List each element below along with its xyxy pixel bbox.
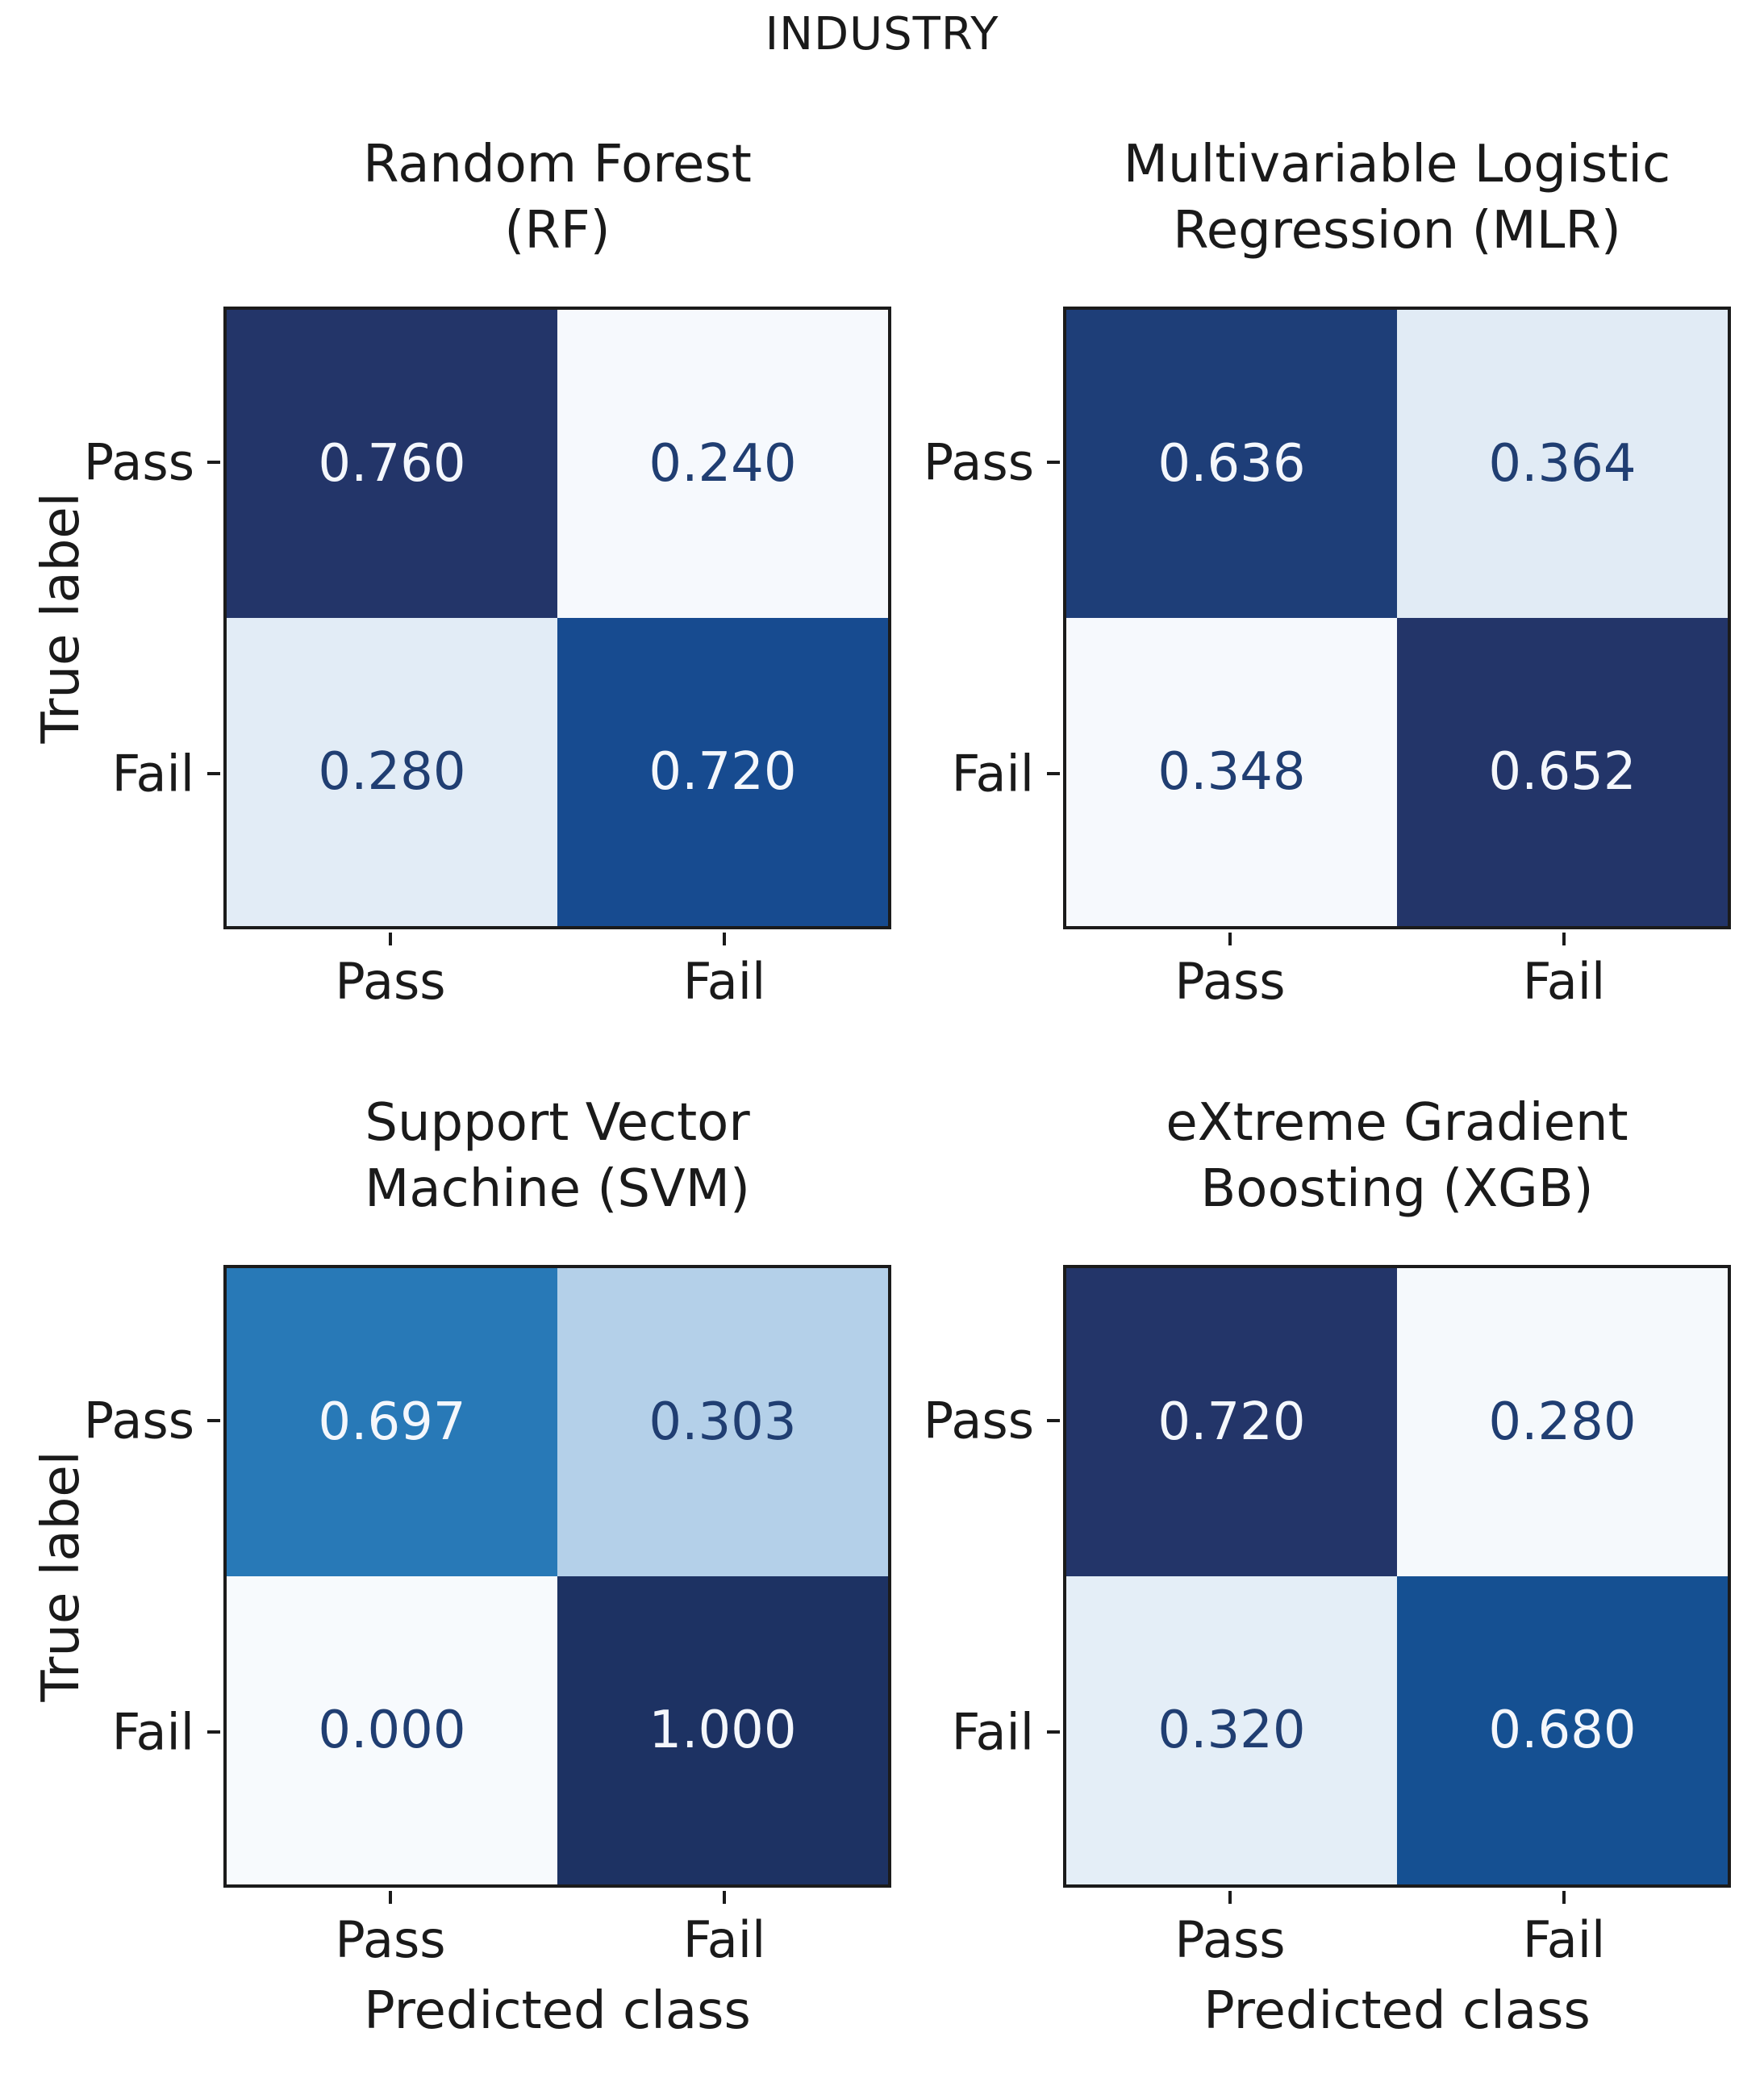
- x-tick-label-fail: Fail: [682, 1910, 766, 1969]
- x-tick-mark: [389, 1891, 392, 1904]
- matrix-cell-xgb-bl: 0.320: [1066, 1576, 1397, 1884]
- y-axis-label: True label: [31, 1450, 91, 1702]
- subplot-rf-title: Random Forest (RF): [363, 132, 752, 265]
- matrix-cell-xgb-tl: 0.720: [1066, 1268, 1397, 1576]
- subplot-svm-title-line2: Machine (SVM): [365, 1159, 750, 1220]
- matrix-cell-rf-bl: 0.280: [227, 618, 557, 926]
- subplot-xgb-title-line1: eXtreme Gradient: [1166, 1093, 1628, 1154]
- y-tick-mark: [1047, 461, 1060, 464]
- y-tick-mark: [207, 1419, 220, 1422]
- confusion-matrix-xgb: 0.720 0.280 0.320 0.680: [1063, 1265, 1731, 1888]
- y-tick-mark: [207, 461, 220, 464]
- subplot-mlr-title: Multivariable Logistic Regression (MLR): [1124, 132, 1670, 265]
- x-axis-label: Predicted class: [1203, 1981, 1591, 2041]
- matrix-cell-mlr-br: 0.652: [1397, 618, 1728, 926]
- subplot-rf-title-line2: (RF): [504, 201, 611, 261]
- y-tick-label-pass: Pass: [83, 1391, 194, 1450]
- y-tick-mark: [207, 772, 220, 775]
- y-tick-label-fail: Fail: [111, 744, 194, 803]
- x-tick-mark: [1228, 1891, 1232, 1904]
- x-axis-label: Predicted class: [364, 1981, 751, 2041]
- matrix-cell-rf-tr: 0.240: [557, 310, 888, 618]
- matrix-cell-xgb-br: 0.680: [1397, 1576, 1728, 1884]
- y-tick-mark: [1047, 772, 1060, 775]
- matrix-cell-mlr-bl: 0.348: [1066, 618, 1397, 926]
- y-tick-label-pass: Pass: [83, 432, 194, 492]
- matrix-cell-svm-bl: 0.000: [227, 1576, 557, 1884]
- subplot-mlr-title-line1: Multivariable Logistic: [1123, 135, 1671, 195]
- confusion-matrix-svm: 0.697 0.303 0.000 1.000: [223, 1265, 891, 1888]
- subplot-xgb-title-line2: Boosting (XGB): [1200, 1159, 1594, 1220]
- subplot-svm: Support Vector Machine (SVM) True label P…: [31, 1093, 891, 2041]
- figure-title: INDUSTRY: [765, 8, 999, 61]
- subplot-xgb-title: eXtreme Gradient Boosting (XGB): [1166, 1091, 1628, 1223]
- x-tick-mark: [1562, 933, 1566, 945]
- y-tick-label-fail: Fail: [951, 744, 1034, 803]
- subplot-svm-title: Support Vector Machine (SVM): [365, 1091, 750, 1223]
- subplot-rf: Random Forest (RF) True label Pass Fail 0…: [31, 135, 891, 1011]
- matrix-cell-rf-br: 0.720: [557, 618, 888, 926]
- x-tick-mark: [1228, 933, 1232, 945]
- x-tick-label-fail: Fail: [682, 952, 766, 1011]
- y-tick-mark: [1047, 1730, 1060, 1734]
- matrix-cell-mlr-tl: 0.636: [1066, 310, 1397, 618]
- confusion-matrix-mlr: 0.636 0.364 0.348 0.652: [1063, 307, 1731, 929]
- y-tick-label-fail: Fail: [951, 1702, 1034, 1762]
- matrix-cell-mlr-tr: 0.364: [1397, 310, 1728, 618]
- x-tick-mark: [389, 933, 392, 945]
- matrix-cell-xgb-tr: 0.280: [1397, 1268, 1728, 1576]
- subplot-svm-title-line1: Support Vector: [365, 1093, 750, 1154]
- x-tick-label-fail: Fail: [1522, 1910, 1606, 1969]
- y-tick-mark: [1047, 1419, 1060, 1422]
- subplot-xgb: eXtreme Gradient Boosting (XGB) Pass Fail…: [924, 1093, 1731, 2041]
- x-tick-mark: [1562, 1891, 1566, 1904]
- x-tick-label-fail: Fail: [1522, 952, 1606, 1011]
- subplot-mlr-title-line2: Regression (MLR): [1173, 201, 1621, 261]
- x-tick-label-pass: Pass: [335, 1910, 446, 1969]
- subplot-rf-title-line1: Random Forest: [363, 135, 752, 195]
- x-tick-mark: [723, 933, 726, 945]
- y-tick-mark: [207, 1730, 220, 1734]
- matrix-cell-svm-tr: 0.303: [557, 1268, 888, 1576]
- matrix-cell-svm-tl: 0.697: [227, 1268, 557, 1576]
- subplot-mlr: Multivariable Logistic Regression (MLR) P…: [924, 135, 1731, 1011]
- x-tick-mark: [723, 1891, 726, 1904]
- matrix-cell-rf-tl: 0.760: [227, 310, 557, 618]
- y-axis-label: True label: [31, 492, 91, 744]
- confusion-matrix-rf: 0.760 0.240 0.280 0.720: [223, 307, 891, 929]
- x-tick-label-pass: Pass: [1174, 952, 1286, 1011]
- y-tick-label-pass: Pass: [923, 1391, 1034, 1450]
- y-tick-label-pass: Pass: [923, 432, 1034, 492]
- y-tick-label-fail: Fail: [111, 1702, 194, 1762]
- x-tick-label-pass: Pass: [335, 952, 446, 1011]
- x-tick-label-pass: Pass: [1174, 1910, 1286, 1969]
- matrix-cell-svm-br: 1.000: [557, 1576, 888, 1884]
